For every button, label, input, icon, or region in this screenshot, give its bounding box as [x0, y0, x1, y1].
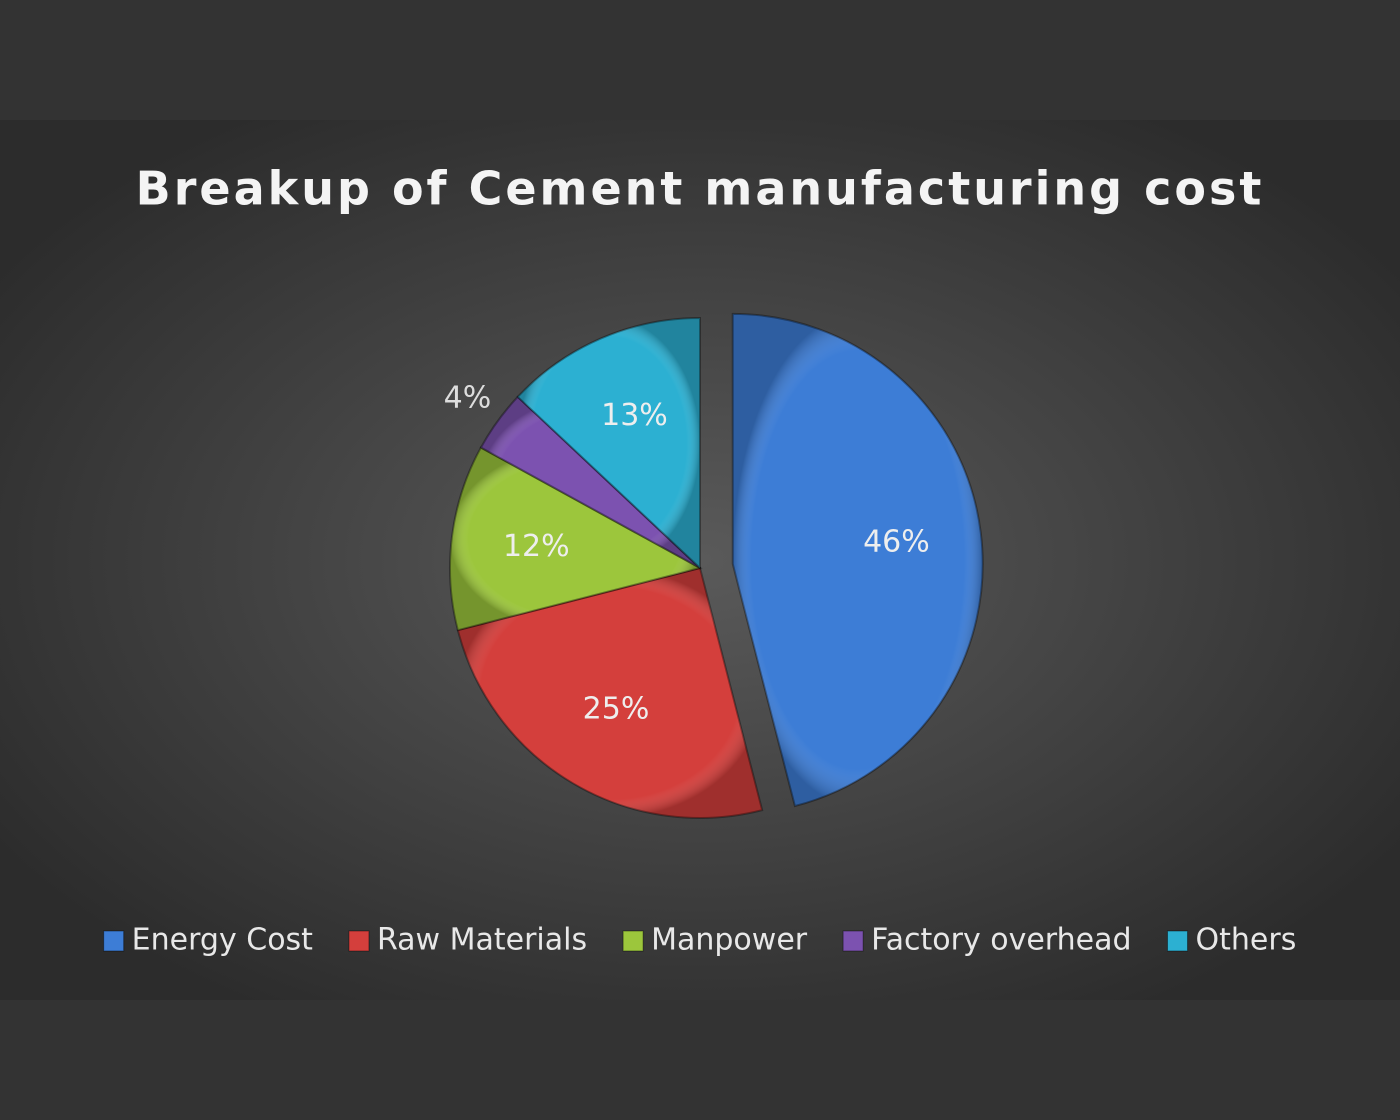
data-label: 4% — [444, 381, 492, 416]
legend-swatch — [842, 930, 864, 952]
legend-item: Raw Materials — [348, 923, 587, 958]
legend-item: Factory overhead — [842, 923, 1132, 958]
legend-label: Others — [1196, 923, 1297, 958]
legend: Energy Cost Raw Materials Manpower Factory … — [103, 923, 1297, 958]
legend-swatch — [1167, 930, 1189, 952]
data-label: 13% — [601, 398, 668, 433]
legend-label: Energy Cost — [132, 923, 313, 958]
legend-item: Manpower — [622, 923, 808, 958]
legend-label: Raw Materials — [377, 923, 587, 958]
legend-swatch — [348, 930, 370, 952]
data-label: 46% — [863, 525, 930, 560]
legend-item: Others — [1167, 923, 1297, 958]
data-label: 25% — [583, 692, 650, 727]
legend-item: Energy Cost — [103, 923, 313, 958]
legend-swatch — [622, 930, 644, 952]
legend-swatch — [103, 930, 125, 952]
legend-label: Manpower — [651, 923, 808, 958]
chart-title: Breakup of Cement manufacturing cost — [136, 162, 1265, 216]
data-label: 12% — [503, 529, 570, 564]
legend-label: Factory overhead — [871, 923, 1131, 958]
